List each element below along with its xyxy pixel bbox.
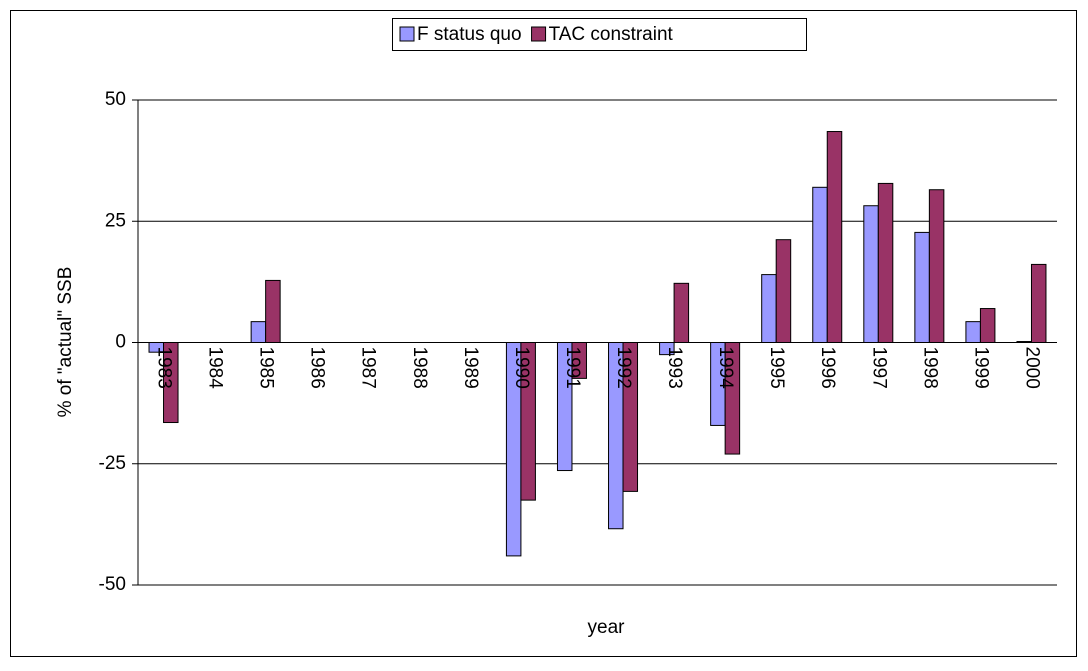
bar <box>826 131 843 343</box>
x-tick-label: 1986 <box>307 347 328 389</box>
bar <box>914 231 930 343</box>
legend-swatch <box>531 26 547 42</box>
y-tick-label: -50 <box>99 574 126 595</box>
x-tick-label: 1998 <box>919 347 940 389</box>
x-tick-label: 1992 <box>613 347 634 389</box>
x-tick-label: 1999 <box>970 347 991 389</box>
legend-swatch <box>399 26 415 42</box>
x-tick-label: 2000 <box>1021 347 1042 389</box>
y-tick-label: -25 <box>99 453 126 474</box>
legend-label: TAC constraint <box>549 24 674 45</box>
x-tick-label: 1983 <box>154 347 175 389</box>
bar <box>622 342 639 492</box>
bar <box>928 189 945 343</box>
x-tick-label: 1993 <box>664 347 685 389</box>
x-tick-label: 1987 <box>358 347 379 389</box>
bar <box>877 182 894 343</box>
x-tick-label: 1995 <box>766 347 787 389</box>
bar <box>979 308 996 343</box>
bar <box>163 342 179 424</box>
bar <box>250 321 267 343</box>
bar <box>863 205 879 343</box>
x-axis-label: year <box>588 617 626 638</box>
legend-label: F status quo <box>417 24 522 45</box>
bar <box>1030 263 1047 344</box>
bar <box>965 321 981 343</box>
legend-box <box>392 18 807 51</box>
bar <box>724 342 741 455</box>
bar <box>659 342 675 356</box>
bar <box>520 342 536 501</box>
bar <box>673 282 690 343</box>
x-tick-label: 1989 <box>460 347 481 389</box>
bar <box>556 342 573 472</box>
y-axis-label: % of "actual" SSB <box>55 267 76 418</box>
y-tick-label: 25 <box>105 210 126 231</box>
x-tick-label: 1996 <box>817 347 838 389</box>
x-tick-label: 1994 <box>715 347 736 390</box>
x-tick-label: 1997 <box>868 347 889 389</box>
x-tick-label: 1990 <box>511 347 532 389</box>
x-tick-label: 1985 <box>256 347 277 389</box>
bar <box>812 186 828 343</box>
x-tick-label: 1984 <box>205 347 226 390</box>
bar <box>761 274 777 344</box>
bar <box>775 239 792 343</box>
x-tick-label: 1991 <box>562 347 583 389</box>
y-tick-label: 0 <box>115 332 126 353</box>
bar <box>571 342 587 379</box>
bar <box>265 279 281 344</box>
bar <box>1016 341 1032 343</box>
chart-border <box>10 10 1077 657</box>
y-tick-label: 50 <box>105 89 126 110</box>
x-tick-label: 1988 <box>409 347 430 389</box>
